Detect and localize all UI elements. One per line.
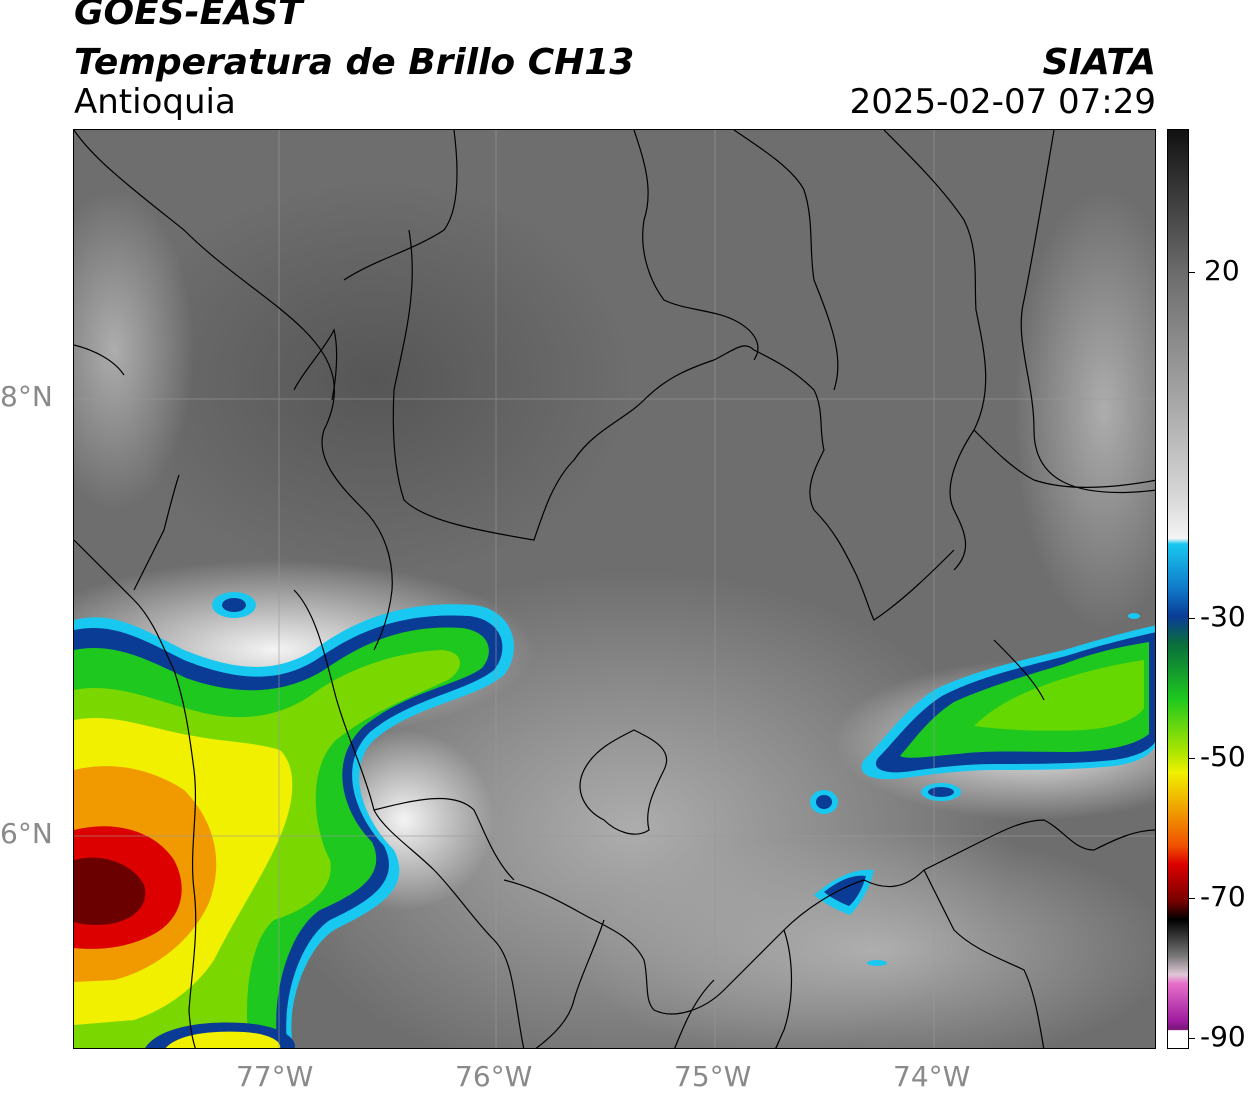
- colorbar-tick-mark: [1189, 618, 1195, 619]
- coastline: [293, 328, 338, 401]
- colorbar: [1167, 129, 1189, 1049]
- dept-border: [674, 979, 715, 1048]
- lat-label-6n: 6°N: [0, 817, 53, 850]
- colorbar-tick-mark: [1189, 272, 1195, 273]
- coastline: [343, 130, 458, 281]
- coastline: [133, 474, 180, 591]
- dept-border: [733, 130, 839, 391]
- light-region: [574, 830, 1155, 1048]
- dept-border: [293, 589, 525, 1048]
- dept-border: [883, 130, 987, 571]
- dept-border: [633, 130, 759, 361]
- colorbar-tick-mark: [1189, 898, 1195, 899]
- dept-border: [1020, 130, 1155, 494]
- dept-border: [535, 919, 605, 1048]
- colorbar-label-20: 20: [1204, 254, 1240, 287]
- dept-border: [863, 819, 1155, 888]
- colorbar-label-m90: -90: [1200, 1020, 1246, 1053]
- cloud-east-cell: [816, 795, 832, 809]
- cloud-east-cell: [867, 960, 887, 966]
- colorbar-label-m50: -50: [1200, 740, 1246, 773]
- dept-border: [579, 729, 668, 835]
- border-lines: [74, 130, 1155, 1048]
- lon-label-76w: 76°W: [455, 1060, 533, 1093]
- cloud-east-cell: [928, 787, 954, 797]
- dept-border: [775, 929, 793, 1048]
- gridlines: [74, 130, 1155, 1048]
- colorbar-gradient: [1168, 130, 1188, 1048]
- lon-label-77w: 77°W: [236, 1060, 314, 1093]
- lat-label-8n: 8°N: [0, 380, 53, 413]
- title-timestamp: 2025-02-07 07:29: [849, 82, 1156, 122]
- title-organization: SIATA: [1042, 42, 1156, 83]
- colorbar-tick-mark: [1189, 758, 1195, 759]
- satellite-map[interactable]: [73, 129, 1156, 1049]
- dept-border: [923, 869, 1045, 1048]
- map-canvas: [74, 130, 1155, 1048]
- dept-border: [373, 797, 515, 881]
- lon-label-74w: 74°W: [893, 1060, 971, 1093]
- dark-region: [114, 180, 634, 580]
- lon-label-75w: 75°W: [674, 1060, 752, 1093]
- dept-border: [392, 229, 955, 621]
- dept-border: [973, 429, 1155, 489]
- dept-border: [993, 639, 1045, 701]
- coastline: [74, 344, 125, 376]
- title-region: Antioquia: [74, 82, 236, 122]
- colorbar-label-m30: -30: [1200, 600, 1246, 633]
- cloud-cell: [222, 598, 246, 612]
- cloud-east-cell: [1128, 613, 1140, 619]
- coastline: [74, 130, 393, 651]
- title-product: Temperatura de Brillo CH13: [74, 42, 635, 83]
- colorbar-label-m70: -70: [1200, 880, 1246, 913]
- light-region: [1014, 190, 1155, 630]
- colorbar-tick-mark: [1189, 1038, 1195, 1039]
- cloud-darkred: [74, 857, 146, 925]
- cloud-east-lightgreen: [974, 660, 1144, 731]
- light-region: [74, 190, 194, 510]
- dept-border: [503, 879, 865, 1015]
- title-satellite: GOES-EAST: [74, 0, 303, 33]
- coastline: [74, 539, 197, 1048]
